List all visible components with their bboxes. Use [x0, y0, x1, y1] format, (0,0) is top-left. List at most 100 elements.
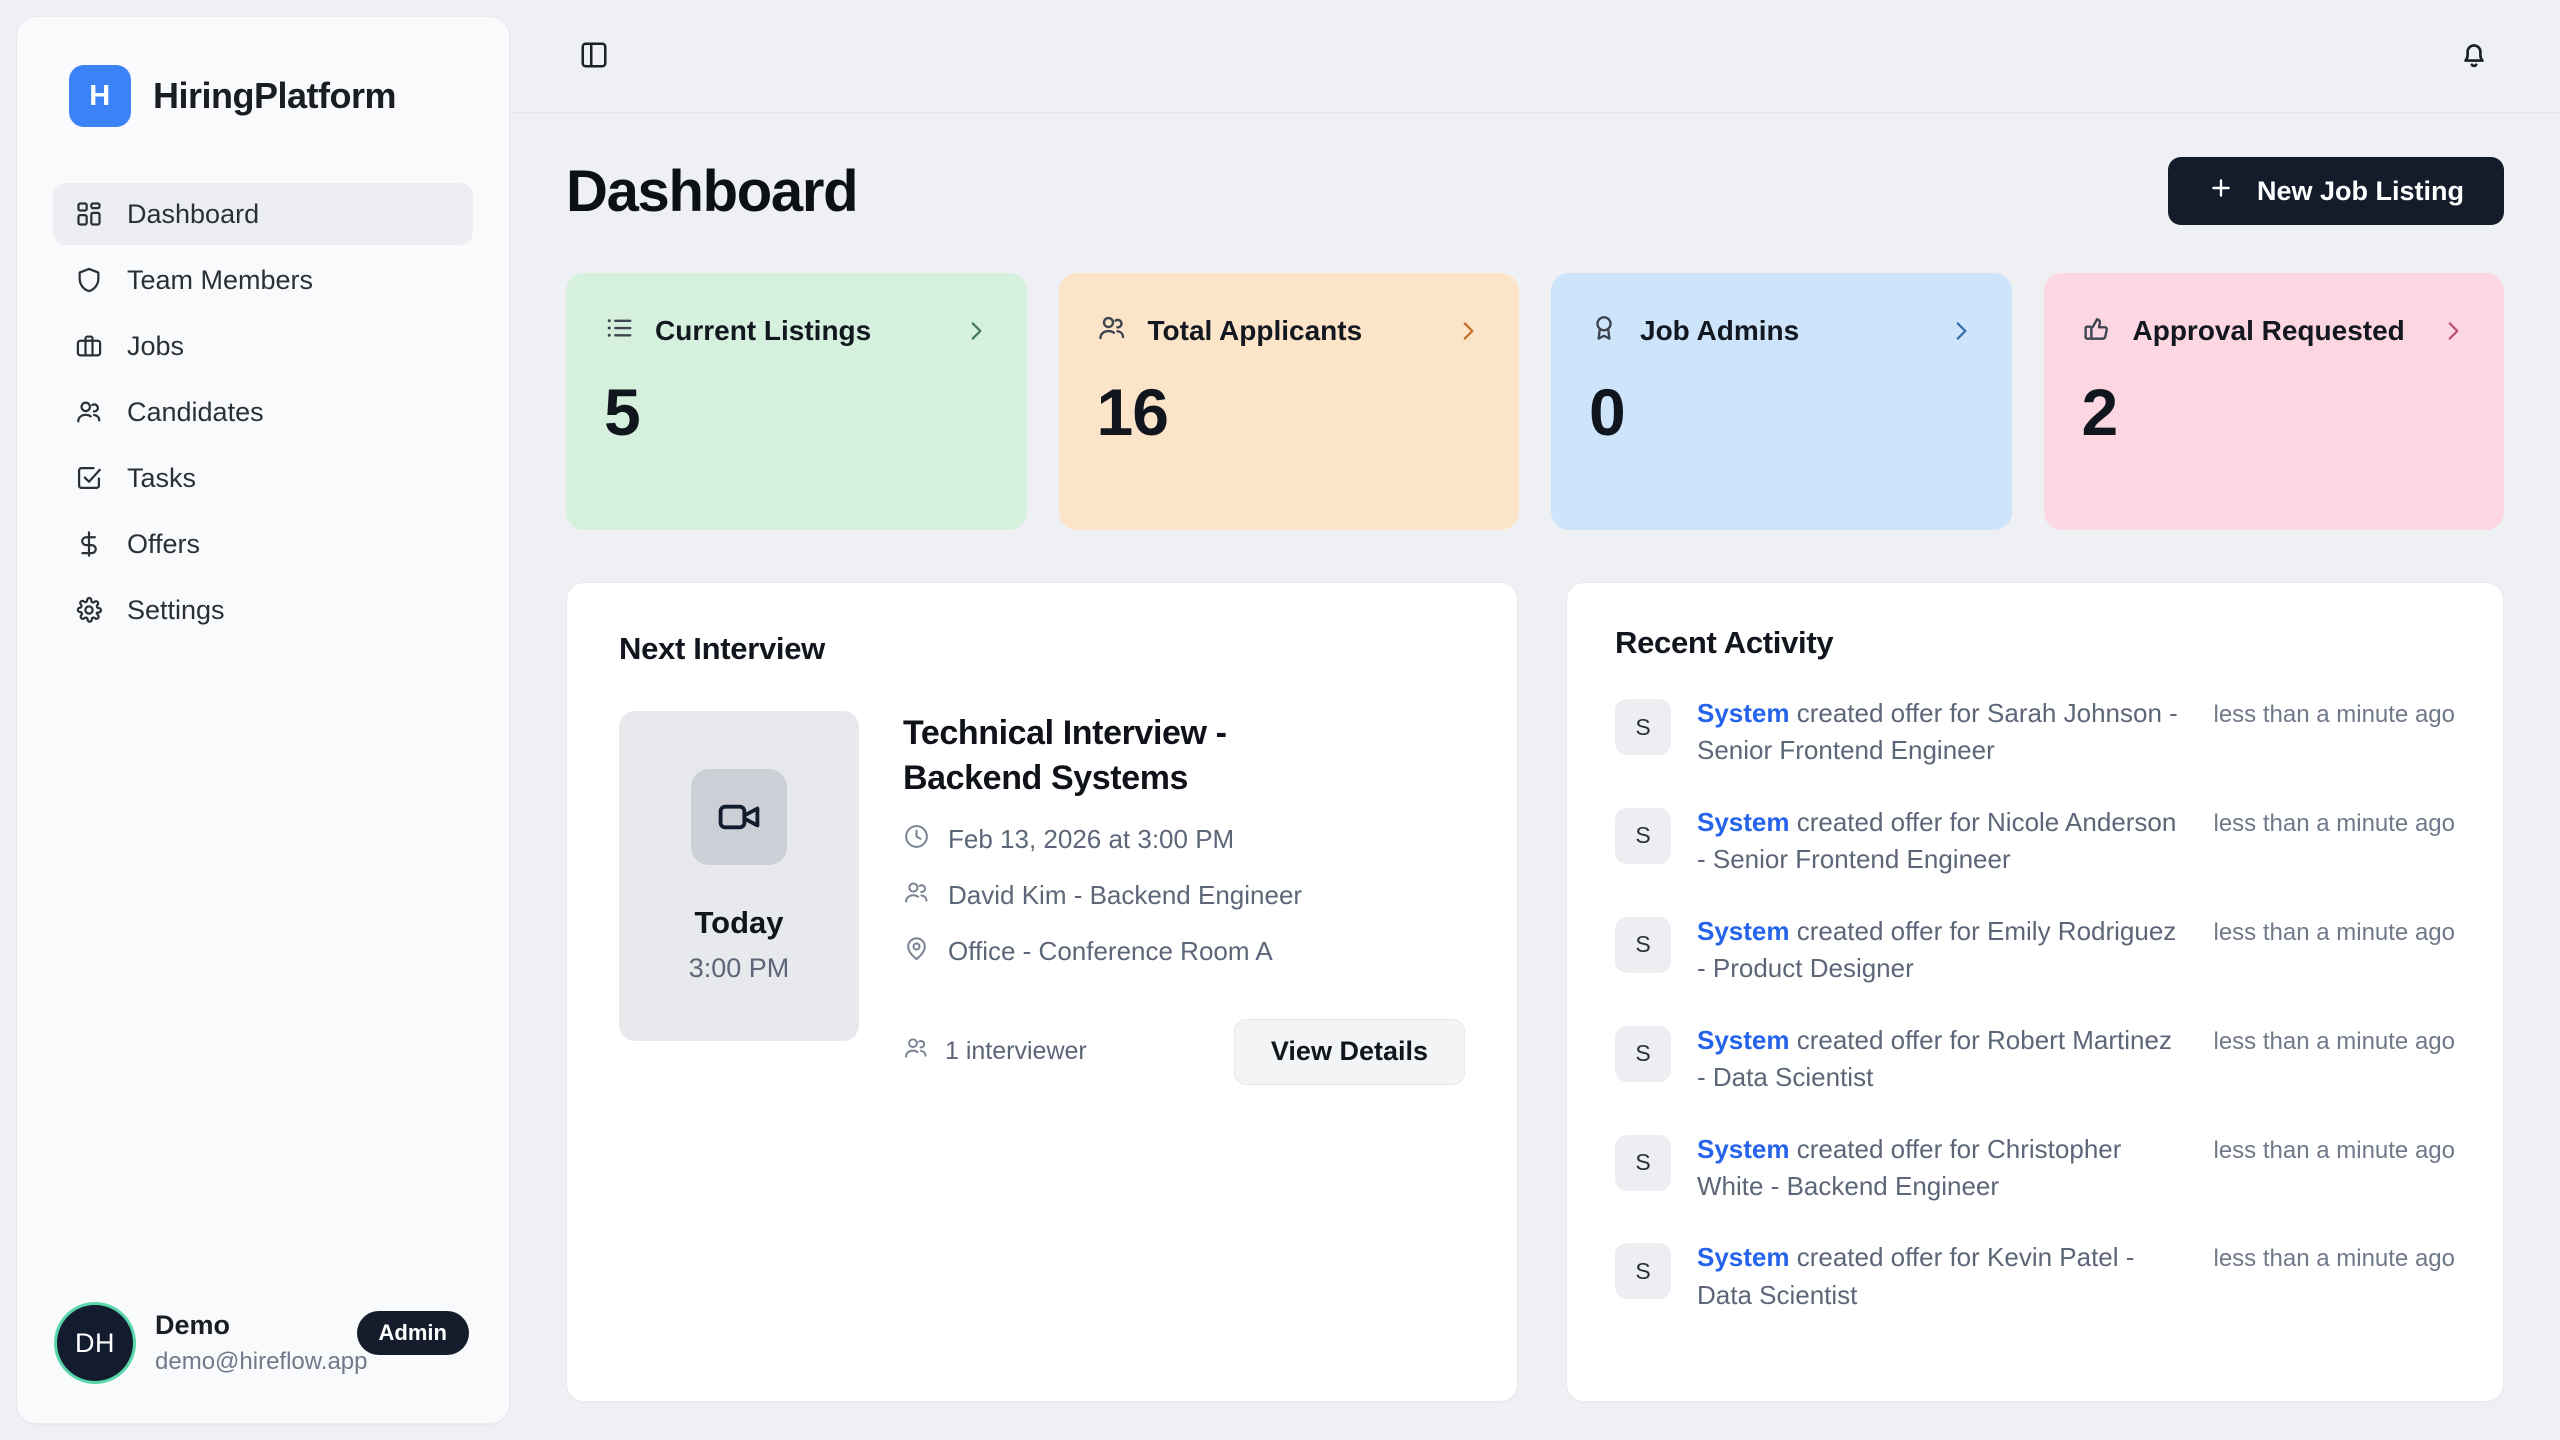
user-name: Demo	[155, 1310, 231, 1340]
sidebar-nav: Dashboard Team Members Jobs	[17, 183, 509, 641]
activity-text: System created offer for Kevin Patel - D…	[1697, 1239, 2188, 1314]
avatar: S	[1615, 1243, 1671, 1300]
interview-time: 3:00 PM	[688, 952, 790, 983]
award-icon	[1589, 313, 1619, 348]
interview-person-row: David Kim - Backend Engineer	[903, 879, 1465, 913]
interviewer-count: 1 interviewer	[945, 1037, 1087, 1066]
bell-icon	[2458, 39, 2490, 74]
chevron-right-icon	[963, 318, 989, 344]
stat-value: 0	[1589, 375, 1626, 449]
activity-actor[interactable]: System	[1697, 915, 1790, 946]
grid-icon	[75, 200, 103, 228]
avatar: S	[1615, 1025, 1671, 1082]
dollar-icon	[75, 530, 103, 558]
sidebar-item-jobs[interactable]: Jobs	[53, 315, 473, 377]
main-area: Dashboard New Job Listing	[510, 0, 2560, 1440]
sidebar-item-team-members[interactable]: Team Members	[53, 249, 473, 311]
avatar: S	[1615, 916, 1671, 973]
activity-description: created offer for Robert Martinez - Data…	[1697, 1024, 2172, 1093]
list-icon	[604, 313, 634, 348]
activity-timestamp: less than a minute ago	[2213, 1027, 2456, 1055]
avatar: DH	[57, 1305, 133, 1381]
interview-day: Today	[694, 904, 784, 940]
stat-value: 16	[1096, 375, 1169, 449]
sidebar-item-candidates[interactable]: Candidates	[53, 381, 473, 443]
list-item[interactable]: S System created offer for Emily Rodrigue…	[1615, 913, 2455, 988]
brand-name: HiringPlatform	[153, 75, 397, 116]
page-title: Dashboard	[566, 158, 859, 224]
sidebar-user-block[interactable]: DH Demo demo@hireflow.app Admin	[17, 1305, 509, 1381]
avatar: S	[1615, 807, 1671, 864]
notifications-button[interactable]	[2446, 28, 2502, 84]
map-pin-icon	[903, 935, 930, 969]
activity-actor[interactable]: System	[1697, 1242, 1790, 1273]
activity-description: created offer for Sarah Johnson - Senior…	[1697, 698, 2178, 766]
stat-card-current-listings[interactable]: Current Listings 5	[566, 273, 1027, 530]
interview-title: Technical Interview - Backend Systems	[903, 714, 1227, 797]
stat-card-total-applicants[interactable]: Total Applicants 16	[1058, 273, 1519, 530]
interview-datetime-row: Feb 13, 2026 at 3:00 PM	[903, 823, 1465, 857]
chevron-right-icon	[1455, 318, 1481, 344]
list-item[interactable]: S System created offer for Robert Martine…	[1615, 1022, 2455, 1097]
activity-timestamp: less than a minute ago	[2213, 809, 2456, 837]
users-icon	[903, 1035, 929, 1068]
new-job-listing-button[interactable]: New Job Listing	[2167, 157, 2504, 225]
activity-timestamp: less than a minute ago	[2213, 918, 2456, 946]
next-interview-panel: Next Interview Today 3:00 PM T	[566, 582, 1518, 1402]
activity-description: created offer for Nicole Anderson - Seni…	[1697, 806, 2177, 875]
stat-label: Job Admins	[1640, 314, 1800, 346]
page-header: Dashboard New Job Listing	[566, 157, 2504, 225]
sidebar-item-label: Tasks	[127, 462, 197, 493]
activity-actor[interactable]: System	[1697, 806, 1790, 837]
activity-timestamp: less than a minute ago	[2213, 1136, 2456, 1164]
stat-label: Total Applicants	[1147, 314, 1363, 346]
sidebar-item-dashboard[interactable]: Dashboard	[53, 183, 473, 245]
clock-icon	[903, 823, 930, 857]
list-item[interactable]: S System created offer for Sarah Johnson …	[1615, 695, 2455, 770]
sidebar-item-label: Dashboard	[127, 198, 260, 229]
activity-description: created offer for Kevin Patel - Data Sci…	[1697, 1242, 2135, 1310]
avatar: S	[1615, 1134, 1671, 1191]
list-item[interactable]: S System created offer for Nicole Anderso…	[1615, 804, 2455, 879]
activity-text: System created offer for Robert Martinez…	[1697, 1022, 2188, 1097]
activity-text: System created offer for Sarah Johnson -…	[1697, 695, 2188, 770]
status-badge: Admin	[356, 1311, 469, 1355]
interview-when-box: Today 3:00 PM	[619, 711, 859, 1041]
sidebar-item-label: Team Members	[127, 264, 314, 295]
stat-card-job-admins[interactable]: Job Admins 0	[1551, 273, 2012, 530]
users-icon	[75, 398, 103, 426]
stat-cards: Current Listings 5 To	[566, 273, 2504, 530]
sidebar-item-tasks[interactable]: Tasks	[53, 447, 473, 509]
activity-timestamp: less than a minute ago	[2213, 701, 2456, 728]
activity-text: System created offer for Emily Rodriguez…	[1697, 913, 2188, 988]
stat-label: Current Listings	[655, 314, 872, 346]
interview-datetime: Feb 13, 2026 at 3:00 PM	[948, 824, 1235, 855]
activity-timestamp: less than a minute ago	[2213, 1245, 2456, 1273]
sidebar-item-label: Settings	[127, 594, 225, 625]
activity-list: S System created offer for Sarah Johnson …	[1615, 695, 2455, 1314]
list-item[interactable]: S System created offer for Kevin Patel - …	[1615, 1239, 2455, 1314]
sidebar-item-settings[interactable]: Settings	[53, 579, 473, 641]
dashboard-panels: Next Interview Today 3:00 PM T	[566, 582, 2504, 1402]
users-icon	[903, 879, 930, 913]
activity-actor[interactable]: System	[1697, 698, 1790, 728]
panel-left-icon	[579, 40, 609, 73]
gear-icon	[75, 596, 103, 624]
view-details-button[interactable]: View Details	[1233, 1018, 1465, 1085]
stat-card-approval-requested[interactable]: Approval Requested 2	[2043, 273, 2504, 530]
avatar: S	[1615, 699, 1671, 755]
stat-label: Approval Requested	[2132, 314, 2405, 346]
activity-text: System created offer for Christopher Whi…	[1697, 1131, 2188, 1206]
topbar	[510, 0, 2560, 113]
chevron-right-icon	[1948, 318, 1974, 344]
activity-actor[interactable]: System	[1697, 1133, 1790, 1164]
new-job-listing-label: New Job Listing	[2256, 175, 2464, 206]
briefcase-icon	[75, 332, 103, 360]
sidebar-toggle-button[interactable]	[566, 28, 622, 84]
list-item[interactable]: S System created offer for Christopher Wh…	[1615, 1131, 2455, 1206]
thumbs-up-icon	[2082, 313, 2112, 348]
plus-icon	[2208, 175, 2234, 208]
activity-description: created offer for Emily Rodriguez - Prod…	[1697, 915, 2177, 984]
activity-actor[interactable]: System	[1697, 1024, 1790, 1055]
sidebar-item-offers[interactable]: Offers	[53, 513, 473, 575]
